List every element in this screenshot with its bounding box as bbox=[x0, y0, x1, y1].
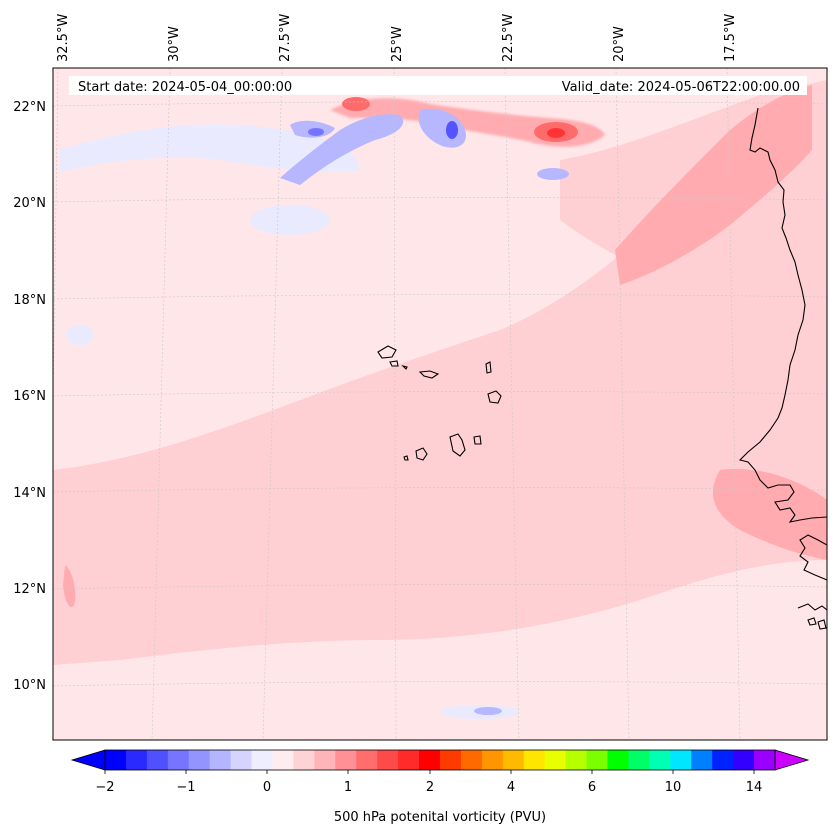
cb-tick-10: 10 bbox=[665, 780, 682, 795]
pv-patch-medium-red-coast bbox=[712, 469, 827, 560]
lat-label-22n: 22°N bbox=[13, 100, 46, 115]
colorbar-under-arrow bbox=[70, 749, 106, 771]
colorbar-segment bbox=[251, 750, 273, 770]
pv-neg-light-blue-patch bbox=[250, 205, 330, 235]
colorbar: −2 −1 0 1 2 4 6 10 14 500 hPa potenital … bbox=[70, 749, 810, 825]
pv-neg-medium-blue-4 bbox=[537, 168, 569, 180]
colorbar-segment bbox=[565, 750, 587, 770]
colorbar-segment bbox=[670, 750, 692, 770]
island-boa-vista bbox=[487, 390, 502, 404]
island-santa-luzia bbox=[401, 364, 408, 370]
start-date-label: Start date: 2024-05-04_00:00:00 bbox=[78, 80, 292, 95]
lat-labels: 22°N 20°N 18°N 16°N 14°N 12°N 10°N bbox=[13, 100, 46, 693]
colorbar-tick-labels: −2 −1 0 1 2 4 6 10 14 bbox=[95, 780, 762, 795]
colorbar-segment bbox=[230, 750, 252, 770]
colorbar-segments bbox=[105, 750, 776, 770]
colorbar-segment bbox=[377, 750, 399, 770]
colorbar-segment bbox=[356, 750, 378, 770]
island-fogo bbox=[415, 447, 428, 461]
graticule bbox=[53, 68, 827, 740]
colorbar-segment bbox=[544, 750, 567, 770]
lon-label-27-5w: 27.5°W bbox=[278, 14, 293, 62]
colorbar-segment bbox=[105, 750, 127, 770]
lon-label-17-5w: 17.5°W bbox=[723, 14, 738, 62]
map-frame bbox=[52, 67, 828, 741]
coastline-guinea-bissau bbox=[799, 534, 827, 581]
lat-label-10n: 10°N bbox=[13, 678, 46, 693]
colorbar-label: 500 hPa potenital vorticity (PVU) bbox=[334, 810, 546, 825]
colorbar-frame bbox=[104, 749, 776, 771]
colorbar-segment bbox=[712, 750, 734, 770]
island-maio bbox=[473, 435, 482, 445]
colorbar-segment bbox=[607, 750, 629, 770]
pv-neg-medium-blue-1 bbox=[280, 114, 404, 185]
colorbar-segment bbox=[314, 750, 336, 770]
pv-patch-medium-red-west bbox=[63, 565, 76, 608]
lat-label-16n: 16°N bbox=[13, 389, 46, 404]
lon-label-25w: 25°W bbox=[390, 26, 405, 62]
colorbar-ticks bbox=[104, 770, 755, 774]
map-panel bbox=[53, 68, 827, 740]
colorbar-segment bbox=[188, 750, 211, 770]
coastline-africa bbox=[738, 107, 827, 523]
colorbar-segment bbox=[502, 750, 525, 770]
lon-label-30w: 30°W bbox=[167, 26, 182, 62]
colorbar-segment bbox=[733, 750, 755, 770]
colorbar-over-arrow bbox=[774, 749, 810, 771]
colorbar-segment bbox=[586, 750, 608, 770]
header-box bbox=[69, 76, 807, 95]
colorbar-segment bbox=[440, 750, 462, 770]
colorbar-segment bbox=[419, 750, 441, 770]
pv-max-strong-red-west bbox=[342, 97, 370, 111]
pv-neg-light-blue-west bbox=[66, 325, 94, 345]
colorbar-segment bbox=[460, 750, 483, 770]
lon-label-20w: 20°W bbox=[612, 26, 627, 62]
lon-labels: 32.5°W 30°W 27.5°W 25°W 22.5°W 20°W 17.5… bbox=[56, 14, 738, 62]
cb-tick-4: 4 bbox=[507, 780, 515, 795]
lat-label-18n: 18°N bbox=[13, 293, 46, 308]
colorbar-segment bbox=[293, 750, 315, 770]
coastline-bijagos bbox=[797, 603, 827, 630]
cb-tick-14: 14 bbox=[746, 780, 763, 795]
colorbar-segment bbox=[523, 750, 546, 770]
lon-label-32-5w: 32.5°W bbox=[56, 14, 71, 62]
colorbar-segment bbox=[754, 750, 776, 770]
colorbar-segment bbox=[125, 750, 148, 770]
cb-tick-0: 0 bbox=[263, 780, 271, 795]
cb-tick-6: 6 bbox=[588, 780, 596, 795]
lat-label-20n: 20°N bbox=[13, 196, 46, 211]
pv-neg-strong-blue-2 bbox=[308, 128, 324, 136]
cb-tick-neg2: −2 bbox=[95, 780, 114, 795]
pv-neg-light-blue-streak bbox=[60, 124, 360, 172]
island-santo-antao bbox=[377, 345, 397, 359]
pv-patch-medium-red-ne bbox=[615, 85, 812, 285]
lat-label-12n: 12°N bbox=[13, 582, 46, 597]
colorbar-segment bbox=[272, 750, 294, 770]
colorbar-segment bbox=[335, 750, 357, 770]
colorbar-segment bbox=[481, 750, 504, 770]
valid-date-label: Valid_date: 2024-05-06T22:00:00.00 bbox=[562, 80, 800, 95]
island-brava bbox=[403, 455, 409, 461]
colorbar-segment bbox=[398, 750, 420, 770]
pv-neg-strong-blue-1 bbox=[446, 121, 458, 139]
island-sao-nicolau bbox=[418, 370, 440, 379]
pv-max-core-red-east bbox=[547, 128, 565, 138]
island-sao-vicente bbox=[389, 360, 399, 367]
cb-tick-2: 2 bbox=[426, 780, 434, 795]
cb-tick-1: 1 bbox=[344, 780, 352, 795]
colorbar-segment bbox=[628, 750, 650, 770]
cb-tick-neg1: −1 bbox=[176, 780, 195, 795]
colorbar-segment bbox=[209, 750, 232, 770]
lon-label-22-5w: 22.5°W bbox=[501, 14, 516, 62]
island-santiago bbox=[449, 433, 466, 457]
island-sal bbox=[485, 361, 492, 374]
colorbar-segment bbox=[691, 750, 713, 770]
cape-verde-islands bbox=[377, 345, 502, 461]
pv-neg-medium-blue-south bbox=[474, 707, 502, 715]
colorbar-segment bbox=[146, 750, 169, 770]
lat-label-14n: 14°N bbox=[13, 486, 46, 501]
colorbar-segment bbox=[649, 750, 671, 770]
colorbar-segment bbox=[167, 750, 190, 770]
